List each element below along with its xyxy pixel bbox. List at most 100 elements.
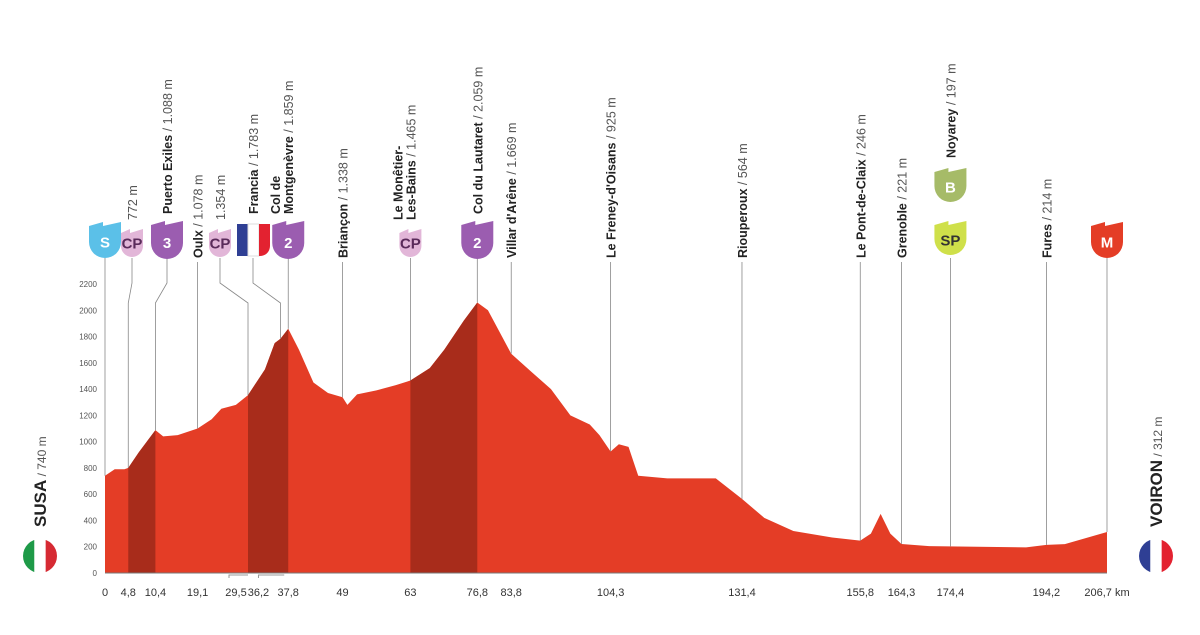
france-flag-icon: [259, 224, 271, 257]
waypoint: Oulx / 1.078 m: [192, 175, 206, 429]
waypoint-leader-line: [155, 258, 168, 431]
checkpoint-marker-label: CP: [122, 236, 143, 253]
italy-flag-icon: [45, 539, 57, 573]
x-tick-label: 155,8: [846, 587, 874, 599]
italy-flag-icon: [34, 539, 46, 573]
waypoint: M: [1091, 217, 1123, 533]
mountain-category-2-label: 2: [473, 235, 481, 252]
waypoint-altitude: / 1.669 m: [505, 123, 519, 179]
waypoint-label: Grenoble / 221 m: [895, 158, 909, 258]
waypoint-leader-line: [127, 258, 133, 468]
start-marker-icon: [89, 222, 121, 258]
italy-flag-icon: [23, 539, 35, 573]
france-flag-icon: [1150, 539, 1162, 573]
waypoint-name: Briançon: [337, 204, 351, 258]
waypoint-altitude: 772 m: [126, 185, 140, 220]
finish-town-label: VOIRON / 312 m: [1147, 417, 1166, 527]
checkered-icon: [1110, 220, 1114, 223]
waypoint-altitude: / 925 m: [605, 97, 619, 142]
start-town-label: SUSA / 740 m: [31, 436, 50, 527]
x-tick-label: 19,1: [187, 587, 208, 599]
waypoint-label: Francia / 1.783 m: [247, 114, 261, 214]
checkpoint-marker-icon: [209, 229, 231, 257]
waypoint-altitude: / 1.088 m: [161, 79, 175, 135]
waypoint-name: Montgenèvre: [282, 136, 296, 214]
y-tick-label: 800: [84, 464, 98, 473]
x-tick-label: 36,2: [248, 587, 269, 599]
france-flag-icon: [1161, 539, 1173, 573]
waypoint-label: Montgenèvre / 1.859 m: [282, 81, 296, 214]
waypoint-label: Villar d'Arêne / 1.669 m: [505, 123, 519, 258]
waypoint-name: Fures: [1040, 224, 1054, 258]
waypoint-name: Puerto Exiles: [161, 135, 175, 214]
y-tick-label: 2000: [79, 306, 97, 315]
waypoint-name: Le Freney-d'Oisans: [605, 142, 619, 258]
waypoint-name: Le Monêtier-: [391, 146, 405, 220]
y-tick-label: 2200: [79, 280, 97, 289]
waypoint-altitude: / 197 m: [944, 63, 958, 108]
finish-marker-label: M: [1101, 234, 1114, 251]
x-tick-label: 206,7 km: [1084, 587, 1129, 599]
waypoint-label: Col de: [269, 176, 283, 214]
sprint-marker-label: SP: [940, 232, 960, 249]
mountain-category-2-label: 2: [284, 235, 292, 252]
x-tick-label: 83,8: [501, 587, 522, 599]
y-tick-label: 1600: [79, 359, 97, 368]
waypoint-name: Col de: [269, 176, 283, 214]
x-tick-label: 131,4: [728, 587, 756, 599]
waypoint-altitude: / 221 m: [895, 158, 909, 203]
waypoint-label: Riouperoux / 564 m: [736, 143, 750, 258]
waypoint: Grenoble / 221 m: [895, 158, 909, 544]
bonus-marker-icon: [934, 168, 967, 202]
y-tick-label: 600: [84, 490, 98, 499]
waypoint: B SP Noyarey / 197 m: [934, 63, 967, 547]
climb-segment: [248, 328, 289, 573]
waypoint-label: Briançon / 1.338 m: [337, 148, 351, 258]
waypoint: Le Pont-de-Claix / 246 m: [854, 114, 868, 541]
waypoint-name: Grenoble: [895, 203, 909, 258]
waypoint-label: Les-Bains / 1.465 m: [404, 105, 418, 220]
waypoint: Briançon / 1.338 m: [337, 148, 351, 398]
waypoint-altitude: / 1.465 m: [404, 105, 418, 161]
checkpoint-marker-icon: [121, 229, 143, 257]
waypoint-label: Oulx / 1.078 m: [192, 175, 206, 258]
waypoint-leader-line: [219, 258, 249, 396]
finish-town-name: VOIRON: [1147, 460, 1166, 527]
sprint-marker-icon: [934, 221, 967, 255]
waypoint-altitude: / 246 m: [854, 114, 868, 159]
waypoint-name: Francia: [247, 168, 261, 214]
waypoint-label: Noyarey / 197 m: [944, 63, 958, 158]
waypoint-label: Le Freney-d'Oisans / 925 m: [605, 97, 619, 258]
climb-segment: [410, 302, 478, 573]
waypoint: 3 Puerto Exiles / 1.088 m: [151, 79, 183, 431]
waypoint-altitude: / 1.078 m: [192, 175, 206, 231]
waypoint-label: 772 m: [126, 185, 140, 220]
waypoint: Fures / 214 m: [1040, 179, 1054, 545]
waypoint-altitude: / 1.859 m: [282, 81, 296, 137]
waypoint-altitude: / 1.338 m: [337, 148, 351, 204]
start-town-name: SUSA: [31, 480, 50, 527]
x-tick-label: 49: [336, 587, 348, 599]
waypoint: CP 772 m: [121, 185, 143, 468]
waypoint-label: Le Monêtier-: [391, 146, 405, 220]
checkered-icon: [1091, 217, 1095, 220]
mountain-category-2-icon: [461, 221, 494, 259]
tick-leader: [228, 574, 285, 578]
waypoint-label: Le Pont-de-Claix / 246 m: [854, 114, 868, 258]
x-tick-label: 63: [404, 587, 416, 599]
x-tick-label: 76,8: [467, 587, 488, 599]
waypoint-altitude: / 214 m: [1040, 179, 1054, 224]
waypoint-name: Noyarey: [944, 109, 958, 158]
x-tick-label: 104,3: [597, 587, 625, 599]
waypoint-name: Villar d'Arêne: [505, 178, 519, 258]
checkered-icon: [1103, 217, 1107, 220]
waypoint-label: 1.354 m: [214, 175, 228, 220]
waypoint: 2 Col du Lautaret / 2.059 m: [461, 67, 494, 303]
waypoint-name: Le Pont-de-Claix: [854, 159, 868, 258]
waypoint-label: Col du Lautaret / 2.059 m: [471, 67, 485, 214]
y-tick-label: 400: [84, 516, 98, 525]
y-tick-label: 1200: [79, 411, 97, 420]
france-flag-icon: [247, 223, 260, 257]
waypoint-label: Fures / 214 m: [1040, 179, 1054, 258]
mountain-category-3-icon: [151, 221, 183, 259]
